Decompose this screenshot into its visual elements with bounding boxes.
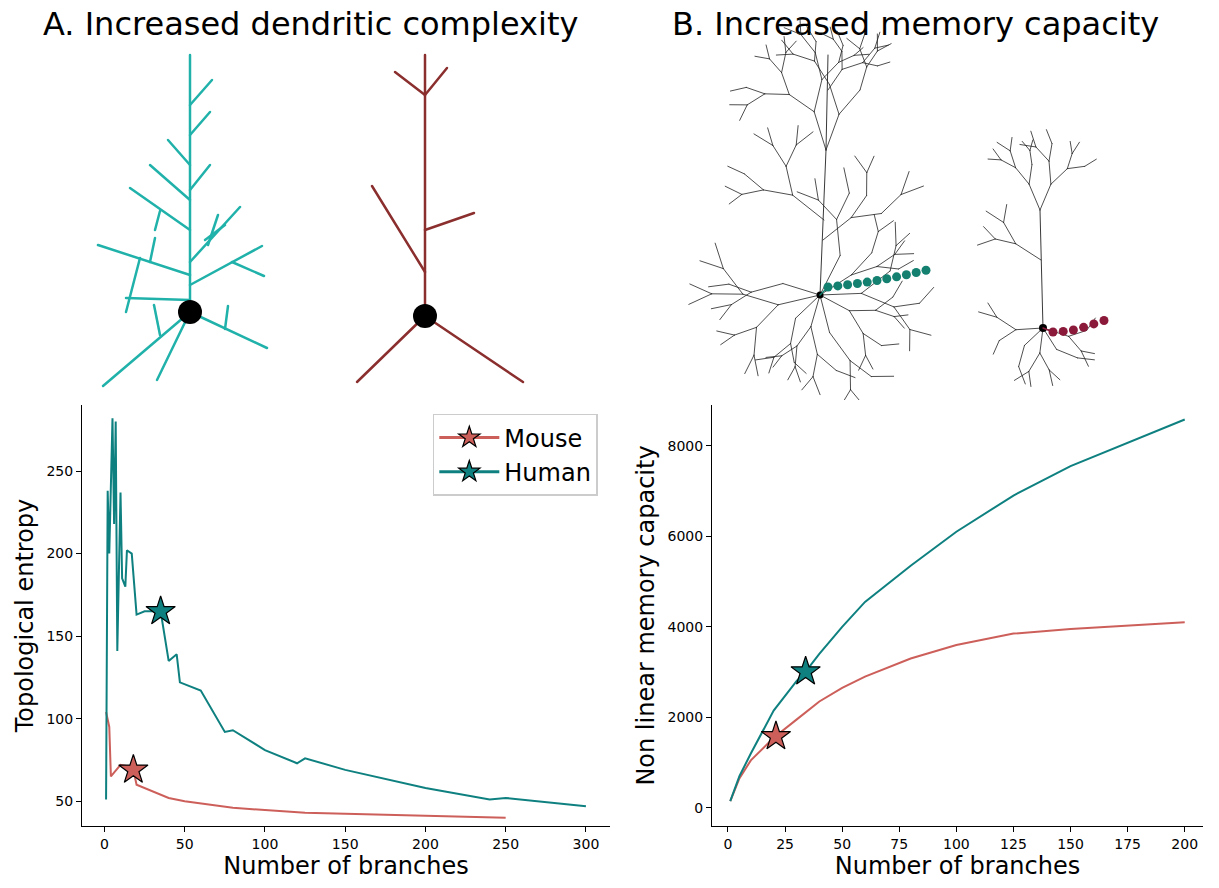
svg-text:Topological entropy: Topological entropy (11, 499, 39, 733)
svg-text:Human: Human (504, 459, 591, 487)
svg-text:50: 50 (833, 836, 851, 852)
svg-text:Number of branches: Number of branches (835, 852, 1081, 880)
svg-text:100: 100 (252, 836, 279, 852)
svg-text:150: 150 (46, 628, 73, 644)
svg-text:250: 250 (492, 836, 519, 852)
svg-text:B. Increased memory capacity: B. Increased memory capacity (672, 5, 1159, 43)
svg-text:100: 100 (46, 711, 73, 727)
svg-text:Non linear memory capacity: Non linear memory capacity (632, 445, 660, 785)
svg-text:200: 200 (412, 836, 439, 852)
svg-text:6000: 6000 (668, 528, 704, 544)
svg-text:A. Increased dendritic complex: A. Increased dendritic complexity (43, 5, 578, 43)
svg-text:0: 0 (694, 800, 703, 816)
svg-text:25: 25 (776, 836, 794, 852)
svg-text:50: 50 (55, 793, 73, 809)
svg-text:4000: 4000 (668, 619, 704, 635)
svg-text:0: 0 (100, 836, 109, 852)
svg-text:75: 75 (890, 836, 908, 852)
svg-text:150: 150 (1057, 836, 1084, 852)
svg-text:300: 300 (573, 836, 600, 852)
svg-text:2000: 2000 (668, 709, 704, 725)
svg-text:Mouse: Mouse (504, 425, 582, 453)
svg-text:250: 250 (46, 463, 73, 479)
svg-text:50: 50 (176, 836, 194, 852)
svg-text:200: 200 (1171, 836, 1198, 852)
svg-text:Number of branches: Number of branches (223, 852, 469, 880)
svg-text:175: 175 (1114, 836, 1141, 852)
svg-text:100: 100 (943, 836, 970, 852)
svg-text:125: 125 (1000, 836, 1027, 852)
svg-text:200: 200 (46, 545, 73, 561)
svg-text:0: 0 (724, 836, 733, 852)
svg-text:150: 150 (332, 836, 359, 852)
svg-text:8000: 8000 (668, 438, 704, 454)
